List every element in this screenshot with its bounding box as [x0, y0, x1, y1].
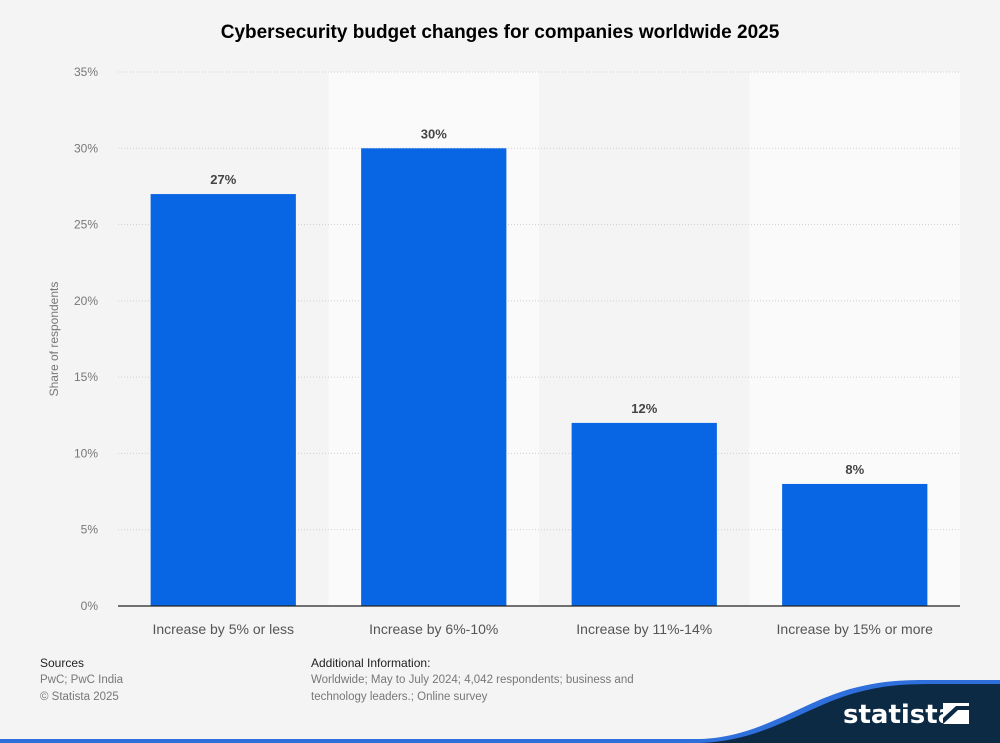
additional-info-line: technology leaders.; Online survey — [311, 691, 488, 703]
gridlines — [118, 71, 960, 531]
value-label: 27% — [210, 172, 236, 187]
value-label: 12% — [631, 401, 657, 416]
bar[interactable] — [571, 422, 717, 606]
y-tick-label: 0% — [81, 599, 99, 613]
value-labels: 27% 30% 12% 8% — [210, 126, 864, 477]
x-tick-label: Increase by 11%-14% — [576, 621, 712, 637]
y-tick-label: 10% — [74, 446, 98, 460]
value-label: 30% — [421, 126, 447, 141]
additional-info-label: Additional Information: — [311, 656, 431, 670]
y-tick-label: 35% — [74, 65, 98, 79]
bar[interactable] — [150, 194, 296, 607]
statista-logo-icon — [943, 703, 969, 724]
y-tick-label: 15% — [74, 370, 98, 384]
y-tick-label: 20% — [74, 294, 98, 308]
x-tick-label: Increase by 5% or less — [152, 621, 294, 637]
bar-chart: 0% 5% 10% 15% 20% 25% 30% 35% Share of responde… — [47, 65, 960, 637]
bar[interactable] — [782, 483, 928, 606]
y-axis-ticks: 0% 5% 10% 15% 20% 25% 30% 35% — [74, 65, 98, 613]
sources-text: PwC; PwC India © Statista 2025 — [40, 672, 123, 706]
sources-label: Sources — [40, 656, 85, 670]
x-tick-label: Increase by 15% or more — [777, 621, 934, 637]
y-tick-label: 30% — [74, 141, 98, 155]
x-tick-label: Increase by 6%-10% — [369, 621, 498, 637]
additional-info-line: Worldwide; May to July 2024; 4,042 respo… — [311, 674, 634, 686]
sources-line: PwC; PwC India — [40, 674, 124, 686]
chart-title: Cybersecurity budget changes for compani… — [220, 22, 780, 43]
bar[interactable] — [361, 148, 507, 607]
statista-logo[interactable]: statista — [0, 663, 1000, 743]
bars — [150, 148, 928, 607]
x-axis-ticks: Increase by 5% or less Increase by 6%-10%… — [152, 621, 933, 637]
y-tick-label: 5% — [81, 523, 99, 537]
statista-wordmark: statista — [843, 700, 955, 730]
y-axis-label: Share of respondents — [47, 282, 61, 397]
value-label: 8% — [845, 462, 864, 477]
copyright-line: © Statista 2025 — [40, 691, 119, 703]
y-tick-label: 25% — [74, 218, 98, 232]
additional-info-text: Worldwide; May to July 2024; 4,042 respo… — [311, 672, 634, 706]
